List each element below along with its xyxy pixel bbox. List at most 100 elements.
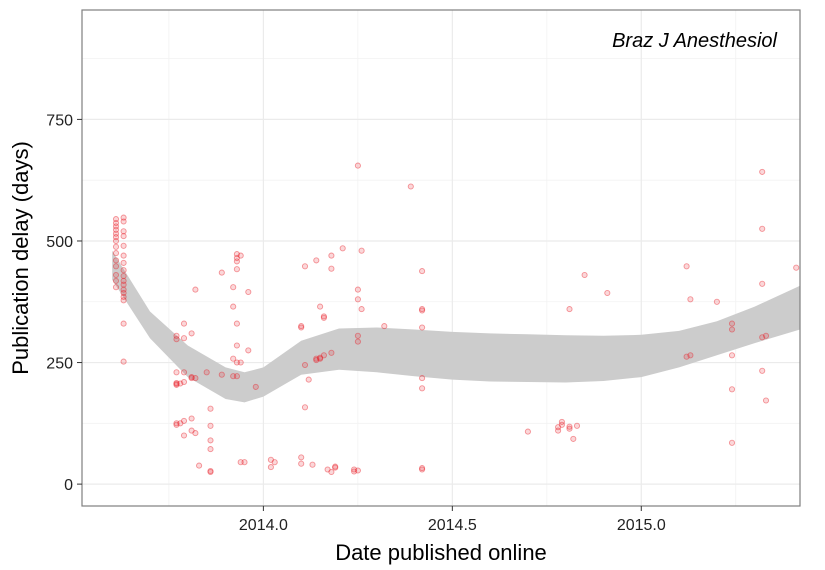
data-point [419,307,426,314]
data-point [358,247,365,254]
data-point [188,375,195,382]
data-point [188,415,195,422]
data-point [173,332,180,339]
data-point [759,225,766,232]
data-point [120,272,127,280]
data-point [207,467,214,475]
y-axis-ticks: 0 250 500 750 [46,112,82,494]
data-point [120,267,127,274]
data-point [558,421,565,428]
data-point [358,306,365,313]
x-axis-ticks: 2014.0 2014.5 2015.0 [239,506,666,534]
data-point [112,243,120,250]
data-point [381,323,388,330]
data-point [301,263,309,270]
data-point [233,359,240,366]
data-point [759,168,766,175]
data-point [120,277,127,284]
data-point [793,264,800,271]
data-point [120,293,127,300]
data-point [252,383,259,390]
data-point [112,237,120,245]
data-point [173,420,180,427]
data-point [173,369,180,376]
data-point [237,252,244,259]
data-point [354,286,361,293]
data-point [188,427,195,434]
data-point [177,380,184,387]
data-point [354,162,361,169]
data-point [207,405,214,412]
data-point [173,336,180,343]
data-point [173,381,180,388]
data-point [112,250,120,257]
data-point [196,462,203,469]
data-point [173,379,180,387]
x-tick-label: 2014.0 [239,517,288,534]
data-point [120,233,127,240]
data-point [354,332,361,339]
data-point [192,375,199,382]
data-point [298,323,305,330]
x-tick-label: 2015.0 [617,517,666,534]
data-point [313,257,320,264]
data-point [728,352,736,359]
data-point [555,427,562,434]
data-point [230,355,237,362]
data-point [351,466,358,473]
data-point [120,289,127,297]
data-point [320,314,327,321]
data-point [173,380,180,387]
data-point [332,464,339,471]
y-tick-label: 250 [46,356,73,373]
data-point [683,263,690,270]
data-point [230,284,237,291]
data-point [245,347,252,354]
data-point [233,266,240,273]
data-point [112,284,120,291]
data-point [566,423,573,430]
data-point [207,437,214,444]
data-point [207,446,214,453]
data-point [112,219,120,227]
data-point [324,466,331,473]
y-tick-label: 0 [64,477,73,494]
data-point [332,463,339,470]
data-point [313,357,320,364]
data-point [120,358,127,365]
data-point [762,332,770,339]
y-tick-label: 750 [46,112,73,129]
data-point [419,268,426,275]
smooth-confidence-band [112,250,800,403]
data-point [320,352,327,359]
data-point [120,214,127,221]
data-point [177,420,184,427]
data-point [233,254,240,262]
data-point [180,320,188,327]
panel-border [81,9,801,507]
data-point [566,306,573,313]
data-point [354,296,361,303]
data-point [328,265,335,272]
data-point [120,259,127,266]
data-point [759,367,766,374]
data-point [112,230,120,237]
data-point [237,459,244,466]
major-grid [82,10,800,506]
data-point [683,353,690,360]
panel-label: Braz J Anesthesiol [612,30,777,52]
data-point [112,226,120,233]
data-point [218,371,225,378]
data-point [112,271,120,279]
data-point [173,421,180,428]
data-point [271,459,278,466]
data-point [351,468,358,475]
data-point [112,234,120,241]
data-point [604,289,611,297]
data-point [120,252,127,259]
data-point [237,359,244,366]
data-point [558,418,565,425]
data-point [555,424,562,431]
data-point [192,286,199,293]
data-point [112,257,120,264]
